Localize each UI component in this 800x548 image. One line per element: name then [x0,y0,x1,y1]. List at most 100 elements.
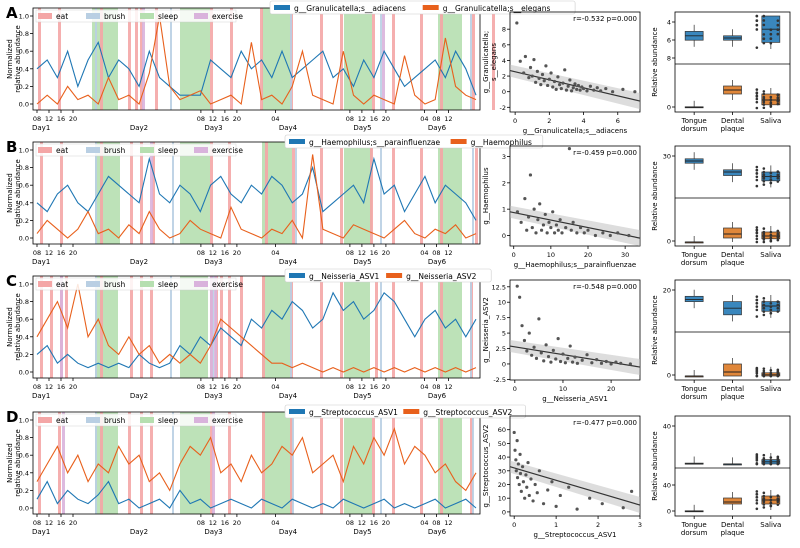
panel-b: B 0.0 0.2 0.4 0.6 0.8 1.0 Normalized relative ab… [6,134,791,269]
scatter-point [576,83,581,88]
swarm-point [776,176,780,180]
y-tick-label: 12.5 [492,283,506,291]
swarm-point [762,313,766,317]
swarm-point [769,501,773,505]
y-tick-label: 40 [663,482,671,490]
scatter-point [519,220,523,224]
swarm-point [755,100,759,104]
day-label: Day3 [204,258,222,266]
y-tick-label: 1 [502,206,506,214]
scatter-point [523,54,527,59]
series1-legend-label: g__Neisseria_ASV1 [309,272,380,281]
y-tick-label: 0.0 [19,235,29,243]
swarm-point [762,503,766,506]
y-tick-label: 0.0 [19,505,29,513]
series-line-2 [36,15,477,106]
x-tick-label: 12 [358,249,366,257]
swarm-point [762,506,766,509]
x-tick-label: 20 [233,383,241,391]
exercise-legend-label: exercise [212,146,243,155]
box-category-label: Dental [721,385,744,393]
x-tick-label: 1 [554,521,558,529]
scatter-point [568,78,572,82]
scatter-point [526,215,531,219]
brush-band [95,276,97,378]
x-tick-label: 04 [420,115,428,123]
swarm-point [755,499,759,502]
swarm-point [755,457,759,461]
x-tick-label: 08 [33,115,41,123]
scatter-point [525,349,529,353]
y-tick-label: 7.5 [496,314,506,322]
box-category-label: Saliva [760,521,781,529]
eat-band [470,412,473,514]
y-tick-label: 4 [667,19,671,27]
swarm-point [762,177,766,180]
scatter-point [586,228,590,232]
scatter-point [521,480,526,484]
swarm-point [762,300,766,303]
y-tick-label: 0.6 [19,182,29,190]
exercise-band [60,276,63,378]
swarm-point [755,172,759,175]
eat-band [140,8,143,110]
eat-band [210,142,213,244]
box-category-label: dorsum [681,125,708,133]
swarm-point [769,369,773,372]
swarm-point [776,229,780,233]
exercise-legend-label: exercise [212,416,243,425]
y-tick-label: 8 [502,26,506,34]
fit-line [509,466,641,506]
series2-swatch [386,273,403,278]
swarm-point [755,501,759,505]
swarm-point [755,28,759,31]
event-legend: eat brush sleep exercise [35,9,243,23]
day-label: Day6 [428,392,447,400]
fit-ci-band [510,460,640,514]
swarm-point [769,28,773,32]
scatter-point [539,351,543,355]
swarm-point [762,371,766,375]
swarm-point [776,32,780,36]
series1-legend-label: g__Haemophilus;s__parainfluenzae [309,138,441,147]
eat-band [58,8,61,110]
scatter-point [554,223,559,227]
eat-band [492,8,495,110]
swarm-point [762,23,766,27]
eat-swatch [38,13,52,19]
x-tick-label: 20 [382,519,390,527]
swarm-point [755,374,759,378]
x-tick-label: 04 [420,383,428,391]
day-label: Day4 [279,392,298,400]
x-tick-label: 12 [45,519,53,527]
swarm-point [769,371,773,375]
scatter-point [546,83,550,88]
x-tick-label: 16 [370,115,378,123]
y-axis-label-line1: Normalized [6,443,14,483]
swarm-point [762,369,766,373]
scatter-point [535,491,539,495]
scatter-point [560,231,564,235]
scatter-point [546,488,550,492]
x-tick-label: 12 [444,115,452,123]
swarm-point [769,462,773,466]
swarm-point [769,302,773,305]
series-line-2 [36,154,477,240]
scatter-point [619,361,623,365]
x-tick-label: 20 [69,519,77,527]
swarm-point [769,230,773,234]
x-tick-label: 16 [57,383,65,391]
scatter-point [526,460,530,465]
scatter-y-label-line: g__Streptococcus_ASV2 [482,424,490,507]
y-tick-label: 0.6 [19,48,29,56]
scatter-point [527,331,531,335]
y-axis-label-line1: Normalized [6,39,14,79]
scatter-point [563,68,567,72]
eat-band [140,276,143,378]
scatter-point [518,295,522,299]
x-tick-label: 12 [358,519,366,527]
series-line-1 [36,480,477,509]
y-tick-label: 0 [502,508,506,516]
brush-band [295,142,297,244]
swarm-point [755,46,759,49]
